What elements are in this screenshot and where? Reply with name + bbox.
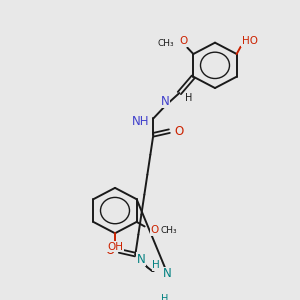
- Text: NH: NH: [132, 115, 149, 128]
- Text: CH₃: CH₃: [161, 226, 177, 236]
- Text: O: O: [174, 125, 184, 138]
- Text: O: O: [151, 225, 159, 235]
- Text: N: N: [136, 253, 145, 266]
- Text: H: H: [161, 294, 168, 300]
- Text: H: H: [152, 260, 160, 271]
- Text: CH₃: CH₃: [158, 39, 174, 48]
- Text: OH: OH: [107, 242, 123, 252]
- Text: O: O: [105, 244, 114, 257]
- Text: N: N: [163, 267, 172, 280]
- Text: O: O: [179, 36, 188, 46]
- Text: N: N: [161, 95, 170, 108]
- Text: HO: HO: [242, 36, 258, 46]
- Text: H: H: [185, 94, 192, 103]
